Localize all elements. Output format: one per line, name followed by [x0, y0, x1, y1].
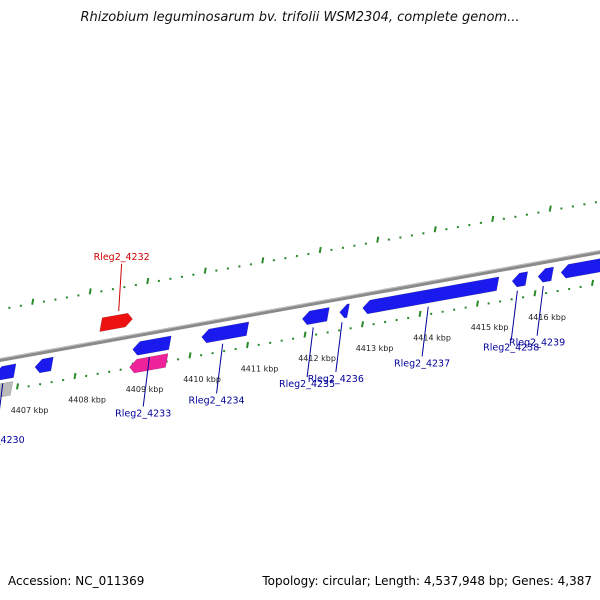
label-connector-Rleg2_4237: [421, 306, 429, 357]
kbp-label-4416: 4416 kbp: [528, 313, 566, 322]
gene-feature: [0, 381, 14, 398]
kbp-label-4415: 4415 kbp: [471, 323, 509, 332]
gene-labels: Rleg2_4230 Rleg2_4232 Rleg2_4233 Rleg2_4234…: [0, 252, 565, 446]
major-tick: [475, 300, 480, 307]
gene-label-Rleg2_4230: Rleg2_4230: [0, 435, 25, 446]
upper-tick-track: [8, 201, 598, 309]
page-title: Rhizobium leguminosarum bv. trifolii WSM…: [80, 10, 520, 25]
gene-features: [0, 258, 600, 398]
accession-text: Accession: NC_011369: [8, 574, 145, 588]
major-tick: [245, 341, 250, 349]
label-connector-Rleg2_4233: [142, 356, 150, 407]
major-tick: [261, 257, 265, 264]
major-tick: [303, 331, 307, 338]
genome-summary-text: Topology: circular; Length: 4,537,948 bp…: [262, 574, 592, 588]
kbp-label-4413: 4413 kbp: [356, 344, 394, 353]
major-tick: [418, 310, 422, 318]
gene-label-Rleg2_4237: Rleg2_4237: [394, 358, 450, 369]
kbp-label-4414: 4414 kbp: [413, 333, 451, 342]
kbp-label-4408: 4408 kbp: [68, 396, 106, 405]
label-connector-Rleg2_4232: [118, 263, 123, 312]
gene-feature-Rleg2_4232: [99, 312, 133, 332]
gene-label-Rleg2_4236: Rleg2_4236: [308, 374, 364, 385]
gene-feature-Rleg2_4238: [511, 271, 529, 288]
kbp-label-4410: 4410 kbp: [183, 375, 221, 384]
label-connector-Rleg2_4230: [0, 383, 4, 410]
gene-label-Rleg2_4234: Rleg2_4234: [188, 395, 244, 406]
backbone-highlight: [0, 250, 600, 360]
label-connector-Rleg2_4234: [216, 343, 224, 394]
gene-feature-Rleg2_4239: [537, 266, 554, 283]
major-tick: [360, 321, 365, 328]
major-tick: [318, 246, 322, 254]
kbp-labels: 4407 kbp 4408 kbp 4409 kbp 4410 kbp 4411 kbp…: [11, 313, 566, 415]
major-tick: [491, 215, 495, 223]
gene-feature: [560, 258, 600, 279]
label-connector-Rleg2_4236: [335, 322, 343, 372]
gene-feature: [34, 356, 54, 374]
major-tick: [15, 383, 20, 390]
gene-label-Rleg2_4239: Rleg2_4239: [509, 338, 565, 349]
gene-feature-Rleg2_4235: [301, 307, 330, 326]
major-tick: [203, 267, 207, 274]
label-connector-Rleg2_4238: [510, 290, 518, 341]
major-tick: [73, 372, 77, 380]
gene-label-Rleg2_4233: Rleg2_4233: [115, 409, 171, 420]
genome-backbone: [0, 249, 600, 363]
gene-feature-Rleg2_4237: [362, 276, 500, 315]
backbone-line: [0, 249, 600, 363]
kbp-label-4409: 4409 kbp: [126, 385, 164, 394]
major-tick: [548, 205, 552, 212]
gene-label-Rleg2_4235: Rleg2_4235: [279, 379, 335, 390]
label-connector-Rleg2_4239: [536, 285, 544, 336]
major-tick: [31, 298, 35, 305]
kbp-label-4412: 4412 kbp: [298, 354, 336, 363]
major-tick: [88, 288, 92, 295]
gene-label-Rleg2_4238: Rleg2_4238: [483, 342, 539, 353]
major-tick: [533, 290, 537, 297]
gene-label-Rleg2_4232: Rleg2_4232: [94, 252, 150, 263]
gene-feature-Rleg2_4234: [201, 321, 250, 344]
major-tick: [376, 236, 380, 243]
major-tick: [433, 226, 437, 233]
kbp-label-4411: 4411 kbp: [241, 365, 279, 374]
gene-feature-Rleg2_4233: [132, 335, 172, 356]
gene-feature-Rleg2_4230: [0, 363, 17, 381]
gene-feature-Rleg2_4236: [339, 303, 350, 319]
kbp-label-4407: 4407 kbp: [11, 406, 49, 415]
major-tick: [590, 279, 595, 286]
label-connector-Rleg2_4235: [306, 327, 314, 378]
major-tick: [188, 352, 192, 359]
major-tick: [146, 277, 150, 285]
